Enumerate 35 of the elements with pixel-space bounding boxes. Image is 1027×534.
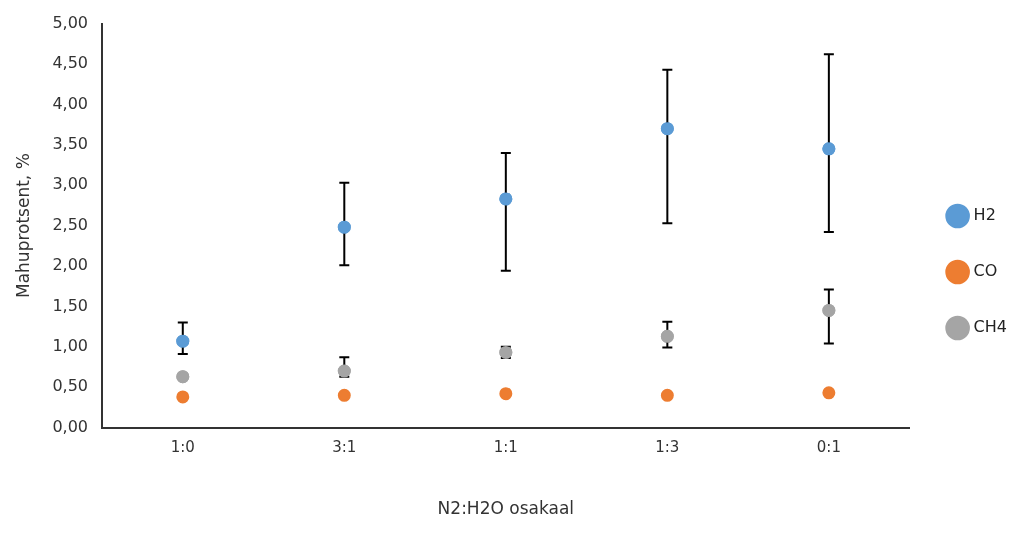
legend-label: CO xyxy=(973,261,998,281)
point xyxy=(176,390,190,404)
legend-label: CH4 xyxy=(973,317,1008,337)
point xyxy=(822,142,836,156)
point xyxy=(822,386,836,400)
y-tick-label: 4,50 xyxy=(52,53,89,73)
y-tick-label: 5,00 xyxy=(52,12,89,32)
point xyxy=(660,388,674,402)
y-tick-label: 3,00 xyxy=(52,174,89,194)
y-tick-label: 0,00 xyxy=(52,416,89,436)
x-tick-label: 1:3 xyxy=(655,438,680,457)
point xyxy=(337,388,351,402)
x-axis-title: N2:H2O osakaal xyxy=(437,498,575,519)
point xyxy=(176,334,190,348)
legend-label: H2 xyxy=(973,205,996,225)
point xyxy=(499,387,513,401)
y-tick-label: 0,50 xyxy=(52,376,89,396)
x-tick-label: 1:1 xyxy=(493,438,518,457)
y-axis-title: Mahuprotsent, % xyxy=(12,153,33,299)
y-tick-label: 1,00 xyxy=(52,335,89,355)
x-tick-label: 3:1 xyxy=(332,438,357,457)
x-tick-label: 1:0 xyxy=(170,438,195,457)
point xyxy=(499,192,513,206)
y-tick-label: 2,00 xyxy=(52,255,89,275)
point xyxy=(176,370,190,384)
point xyxy=(660,122,674,136)
point xyxy=(337,220,351,234)
y-tick-label: 2,50 xyxy=(52,214,89,234)
point xyxy=(660,329,674,343)
y-tick-label: 1,50 xyxy=(52,295,89,315)
y-tick-label: 4,00 xyxy=(52,93,89,113)
point xyxy=(822,303,836,317)
point xyxy=(337,364,351,378)
x-tick-label: 0:1 xyxy=(816,438,841,457)
y-tick-label: 3,50 xyxy=(52,133,89,153)
